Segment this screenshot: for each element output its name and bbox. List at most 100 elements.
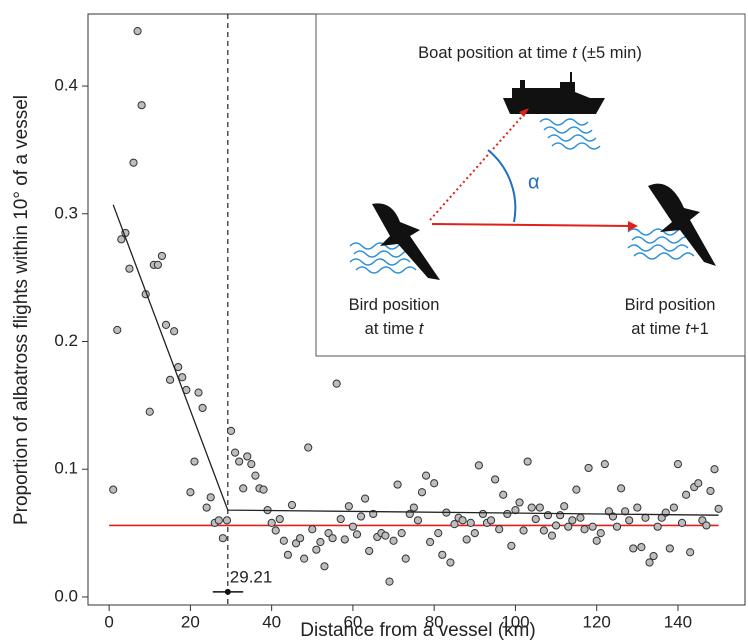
point: [222, 516, 232, 525]
bird-start-label: at time t: [365, 320, 425, 338]
point: [600, 460, 609, 469]
point: [491, 475, 500, 484]
point: [478, 509, 488, 519]
breakpoint-label: 29.21: [230, 567, 273, 586]
bird-icon: [372, 203, 440, 280]
point: [409, 503, 418, 512]
point: [235, 457, 244, 466]
point: [161, 320, 171, 329]
point: [287, 500, 297, 510]
point: [677, 518, 687, 527]
point: [580, 525, 589, 534]
point: [710, 465, 719, 474]
text: Bird position: [625, 296, 716, 314]
point: [584, 463, 593, 473]
point: [328, 534, 337, 543]
point: [320, 562, 329, 571]
point: [133, 27, 142, 36]
point: [295, 534, 305, 543]
text: (±5 min): [577, 44, 642, 62]
point: [190, 457, 199, 466]
y-axis-label: Proportion of albatross flights within 1…: [11, 95, 32, 525]
point: [486, 516, 496, 525]
point: [616, 484, 626, 493]
point: [653, 522, 662, 531]
x-tick-label: 100: [501, 612, 529, 631]
x-tick-label: 140: [664, 612, 692, 631]
point: [421, 471, 431, 480]
point: [381, 531, 390, 540]
point: [401, 554, 410, 563]
text: at time: [365, 320, 419, 338]
point: [389, 536, 398, 545]
point: [361, 494, 370, 503]
point: [535, 503, 544, 512]
point: [507, 541, 516, 550]
point: [621, 507, 630, 516]
point: [434, 528, 443, 538]
point: [170, 327, 179, 336]
point: [588, 522, 597, 531]
point: [560, 502, 569, 511]
point: [637, 543, 646, 552]
point: [247, 460, 256, 469]
point: [417, 488, 427, 497]
point: [145, 407, 154, 416]
point: [230, 448, 240, 457]
point: [251, 471, 260, 480]
text: at time: [631, 320, 685, 338]
point: [681, 490, 691, 499]
y-tick-label: 0.3: [54, 203, 78, 222]
y-tick-label: 0.0: [54, 586, 78, 605]
point: [523, 457, 532, 466]
point: [165, 375, 175, 384]
point: [226, 426, 236, 436]
point: [239, 484, 248, 493]
point: [393, 480, 402, 489]
point: [543, 511, 553, 520]
text: t: [685, 320, 691, 338]
point: [279, 536, 288, 545]
point: [336, 514, 345, 524]
point: [206, 493, 215, 502]
point: [539, 526, 548, 535]
point: [665, 544, 674, 553]
point: [113, 325, 122, 335]
angle-label: α: [528, 171, 540, 193]
point: [592, 536, 601, 545]
point: [308, 525, 317, 534]
point: [194, 388, 203, 397]
point: [564, 522, 573, 531]
point: [466, 518, 475, 527]
point: [568, 516, 577, 525]
breakpoint-point: [224, 588, 231, 595]
x-tick-label: 120: [583, 612, 611, 631]
point: [446, 558, 455, 567]
point: [625, 516, 634, 525]
plot-area: 0 20 40 60 80 100 120 140 0.0 0.1 0.2 0.3 0.4 29.21: [54, 14, 723, 631]
point: [426, 537, 435, 547]
point: [178, 373, 187, 382]
inset-diagram: Boat position at time t (±5 min) α Bird …: [315, 13, 746, 357]
point: [300, 554, 309, 563]
point: [438, 550, 447, 559]
point: [397, 528, 406, 538]
point: [153, 260, 162, 269]
point: [137, 101, 146, 110]
water-icon: [349, 118, 695, 274]
point: [515, 498, 524, 507]
fit-line: [112, 204, 719, 516]
point: [344, 502, 353, 511]
point: [117, 235, 126, 244]
point: [430, 479, 439, 488]
point: [531, 514, 540, 524]
point: [312, 545, 321, 554]
bird-end-label: at time t+1: [631, 320, 709, 338]
point: [641, 513, 650, 522]
point: [645, 558, 654, 567]
y-tick-label: 0.4: [54, 76, 78, 95]
point: [243, 452, 252, 461]
x-tick-label: 60: [343, 612, 362, 631]
point: [218, 534, 227, 543]
